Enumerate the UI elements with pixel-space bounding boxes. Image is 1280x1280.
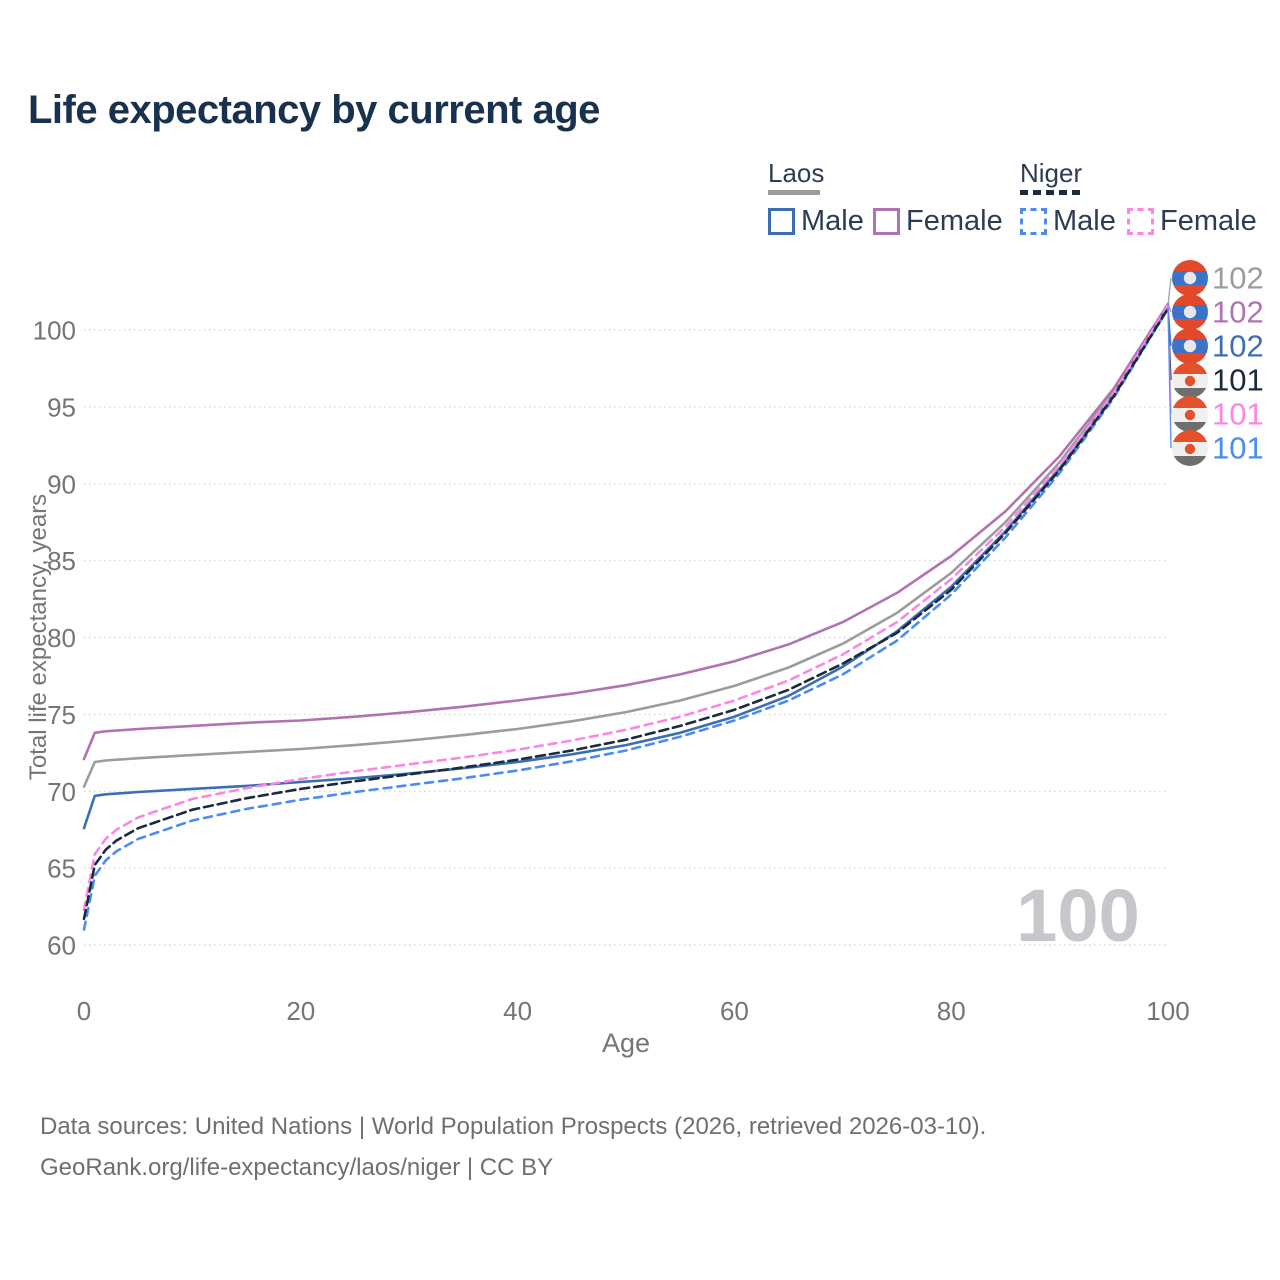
legend-label-niger-female: Female	[1160, 205, 1257, 237]
x-tick-label: 60	[720, 996, 749, 1026]
legend-label-laos-female: Female	[906, 205, 1003, 237]
y-tick-label: 75	[47, 700, 76, 730]
end-value-label: 102	[1212, 295, 1264, 330]
series-line-niger_male[interactable]	[82, 307, 1170, 931]
footer-line-2: GeoRank.org/life-expectancy/laos/niger |…	[40, 1154, 554, 1181]
laos-flag-icon	[1172, 328, 1208, 364]
y-tick-label: 100	[33, 316, 76, 346]
legend-underline-niger	[1020, 190, 1082, 195]
x-axis-title: Age	[602, 1028, 650, 1058]
laos-flag-icon	[1172, 294, 1208, 330]
legend-item-niger-male[interactable]: Male	[1020, 205, 1116, 238]
y-tick-label: 80	[47, 623, 76, 653]
series-line-laos_both[interactable]	[82, 304, 1170, 788]
legend-swatch-niger-female[interactable]	[1127, 208, 1154, 235]
y-tick-label: 95	[47, 392, 76, 422]
legend-item-niger-female[interactable]: Female	[1127, 205, 1257, 238]
legend-swatch-laos-female[interactable]	[873, 208, 900, 235]
x-tick-label: 100	[1146, 996, 1189, 1026]
end-value-label: 101	[1212, 363, 1264, 398]
end-label-connector	[1167, 308, 1172, 449]
legend-item-laos-female[interactable]: Female	[873, 205, 1003, 238]
end-value-label: 102	[1212, 329, 1264, 364]
series-line-laos_male[interactable]	[82, 305, 1170, 830]
legend-group-laos[interactable]: Laos	[768, 160, 824, 195]
series-line-niger_both[interactable]	[82, 307, 1170, 921]
y-axis-title: Total life expectancy, years	[25, 494, 52, 780]
legend-item-laos-male[interactable]: Male	[768, 205, 864, 238]
laos-flag-icon	[1172, 260, 1208, 296]
niger-flag-icon	[1172, 396, 1208, 432]
x-tick-label: 0	[77, 996, 91, 1026]
end-label-connector	[1167, 303, 1172, 313]
series-line-niger_female[interactable]	[82, 304, 1170, 911]
legend-underline-laos	[768, 190, 820, 195]
end-value-label: 102	[1212, 261, 1264, 296]
end-label-connector	[1167, 277, 1172, 306]
series-line-laos_female[interactable]	[82, 302, 1170, 761]
x-tick-label: 40	[503, 996, 532, 1026]
y-tick-label: 65	[47, 854, 76, 884]
legend-label-laos-male: Male	[801, 205, 864, 237]
legend-label-niger-male: Male	[1053, 205, 1116, 237]
end-value-label: 101	[1212, 431, 1264, 466]
x-tick-label: 80	[937, 996, 966, 1026]
legend-group-niger-label[interactable]: Niger	[1020, 158, 1083, 188]
legend-group-laos-label[interactable]: Laos	[768, 158, 825, 188]
legend-swatch-laos-male[interactable]	[768, 208, 795, 235]
y-tick-label: 90	[47, 469, 76, 499]
niger-flag-icon	[1172, 362, 1208, 398]
legend-group-niger[interactable]: Niger	[1020, 160, 1082, 195]
y-tick-label: 85	[47, 546, 76, 576]
data-source-footer: Data sources: United Nations | World Pop…	[40, 1106, 986, 1188]
x-tick-label: 20	[286, 996, 315, 1026]
hover-age-watermark: 100	[1016, 874, 1139, 957]
niger-flag-icon	[1172, 430, 1208, 466]
page-title: Life expectancy by current age	[28, 88, 600, 132]
footer-line-1: Data sources: United Nations | World Pop…	[40, 1113, 987, 1140]
y-tick-label: 60	[47, 931, 76, 961]
legend-swatch-niger-male[interactable]	[1020, 208, 1047, 235]
end-value-label: 101	[1212, 397, 1264, 432]
y-tick-label: 70	[47, 777, 76, 807]
